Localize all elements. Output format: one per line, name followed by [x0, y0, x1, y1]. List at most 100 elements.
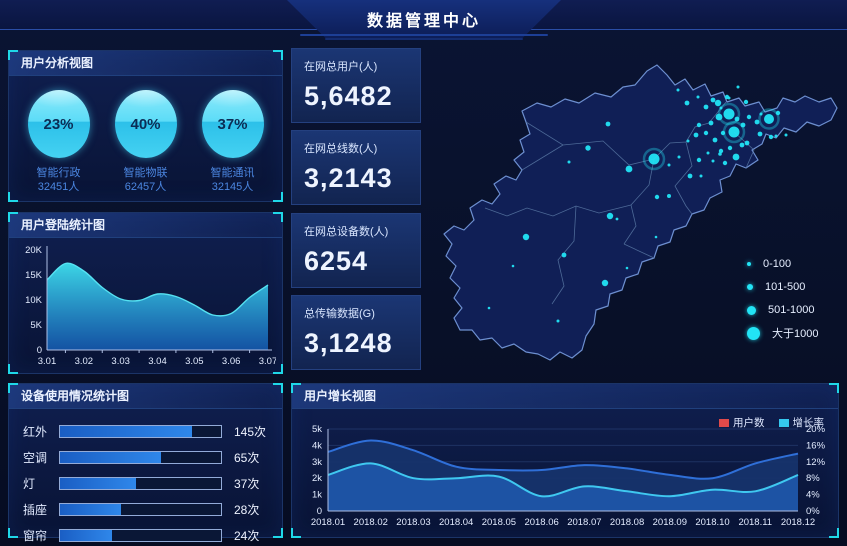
growth-x-tick-label: 2018.06 [524, 517, 558, 528]
growth-x-tick-label: 2018.12 [781, 517, 815, 528]
map-bubble [714, 99, 722, 107]
growth-left-tick-label: 4k [312, 440, 322, 451]
gauge-count: 32145人 [211, 181, 254, 193]
growth-rate-line [327, 462, 799, 498]
device-bar-value: 145次 [234, 424, 267, 439]
growth-users-line [327, 439, 799, 480]
device-bar-fill [60, 529, 112, 541]
map-bubble [699, 174, 703, 178]
growth-left-tick-label: 0 [317, 506, 322, 517]
page-title: 数据管理中心 [366, 13, 481, 30]
device-bar-row: 插座 28次 [23, 499, 272, 519]
login-area-line [46, 262, 269, 317]
map-bubble [736, 85, 740, 89]
legend-label: 用户数 [733, 417, 765, 429]
login-x-tick-label: 3.03 [111, 356, 129, 367]
map-bubble [696, 95, 700, 99]
map-bubble [712, 137, 718, 143]
growth-x-tick-label: 2018.11 [738, 517, 772, 528]
device-bar-value: 65次 [234, 450, 260, 465]
growth-left-tick-label: 5k [312, 424, 322, 435]
gauge-count: 32451人 [37, 181, 80, 193]
growth-rate-area [328, 463, 798, 511]
stat-card: 在网总用户(人) 5,6482 [291, 48, 421, 123]
login-y-tick-label: 5K [30, 320, 42, 331]
growth-x-tick-label: 2018.10 [695, 517, 729, 528]
map-bubble [727, 145, 733, 151]
map-legend-dot [747, 262, 751, 266]
login-area-chart: 0 5K 10K 15K 20K 3.01 3.02 3.03 3.04 3.05 3.06 3.07 [25, 245, 276, 367]
map-bubble [667, 194, 671, 198]
growth-legend-item-增长率[interactable]: 增长率 [778, 415, 824, 430]
device-bar-track [59, 424, 222, 438]
map-bubble [606, 212, 614, 220]
stat-card-label: 总传输数据(G) [304, 307, 375, 320]
map-legend: 0-100 101-500 501-1000 大于1000 [747, 257, 818, 340]
device-bar-label: 窗帘 [23, 528, 48, 543]
login-x-tick-label: 3.04 [148, 356, 167, 367]
device-bar-value: 28次 [234, 502, 260, 517]
map-legend-label: 0-100 [763, 258, 792, 270]
map-bubble [615, 217, 619, 221]
map-bubble [511, 264, 515, 268]
map-bubble [746, 114, 752, 120]
map-bubble [732, 153, 740, 161]
map-bubble [740, 122, 746, 128]
corner-decoration [829, 528, 839, 538]
map-bubble [696, 122, 702, 128]
map-bubble [718, 148, 724, 154]
map-legend-label: 501-1000 [768, 304, 815, 316]
map-bubble [561, 252, 567, 258]
map-bubble [768, 134, 774, 140]
map-bubble [719, 106, 723, 110]
growth-right-tick-label: 4% [806, 490, 820, 501]
growth-x-tick-label: 2018.01 [311, 517, 345, 528]
map-bubble [744, 140, 750, 146]
growth-left-tick-label: 2k [312, 473, 322, 484]
map-bubbles [487, 85, 788, 323]
growth-legend-item-用户数[interactable]: 用户数 [719, 415, 765, 430]
map-bubble [487, 306, 491, 310]
corner-decoration [829, 383, 839, 393]
legend-swatch [719, 418, 729, 427]
map-bubble [648, 153, 660, 165]
device-bar-row: 窗帘 24次 [23, 525, 272, 545]
map-legend-item: 501-1000 [747, 303, 818, 317]
device-bar-track [59, 450, 222, 464]
device-bar-row: 空调 65次 [23, 447, 272, 467]
map-bubble [775, 110, 781, 116]
header-decor-line-2 [325, 38, 523, 40]
map-bubble [708, 120, 714, 126]
map-bubble [684, 100, 690, 106]
legend-swatch [778, 418, 789, 427]
map-svg [443, 64, 838, 361]
growth-area-chart: 0 1k 2k 3k 4k 5k 0% 4% 8% 12% 16% 20% 2018.01 2018.02… [311, 424, 826, 528]
map-bubble [723, 108, 735, 120]
gauge: 23% 智能行政 32451人 [19, 90, 99, 194]
map-bubble-glow-ring [722, 120, 746, 144]
login-x-tick-label: 3.06 [222, 356, 241, 367]
login-x-tick-label: 3.05 [185, 356, 204, 367]
corner-decoration [8, 364, 18, 374]
map-legend-label: 大于1000 [772, 328, 819, 340]
map-bubble [743, 99, 749, 105]
device-bar-label: 红外 [23, 424, 48, 439]
map-bubble [676, 88, 680, 92]
device-bar-track [59, 528, 222, 542]
login-y-tick-label: 20K [25, 245, 43, 256]
map-bubble [522, 233, 530, 241]
panel-login-stats: 用户登陆统计图 0 5K 10K 15K 20K 3.01 3.02 3.03 3.04 3.05… [8, 212, 283, 374]
gauge-row: 23% 智能行政 32451人 40% 智能物联 62457人 37% 智能通讯 32145人 [9, 76, 282, 194]
map-legend-item: 101-500 [747, 280, 818, 294]
gauge: 40% 智能物联 62457人 [106, 90, 186, 194]
gauge-label: 智能物联 [123, 167, 168, 179]
growth-right-tick-label: 16% [806, 440, 826, 451]
corner-decoration [273, 383, 283, 393]
map-bubble [706, 151, 710, 155]
corner-decoration [8, 528, 18, 538]
map-bubble [711, 159, 715, 163]
device-bar-value: 37次 [234, 476, 260, 491]
map-bubble-glow-ring [642, 147, 666, 171]
device-bar-fill [60, 425, 193, 437]
map-legend-dot [747, 326, 760, 340]
